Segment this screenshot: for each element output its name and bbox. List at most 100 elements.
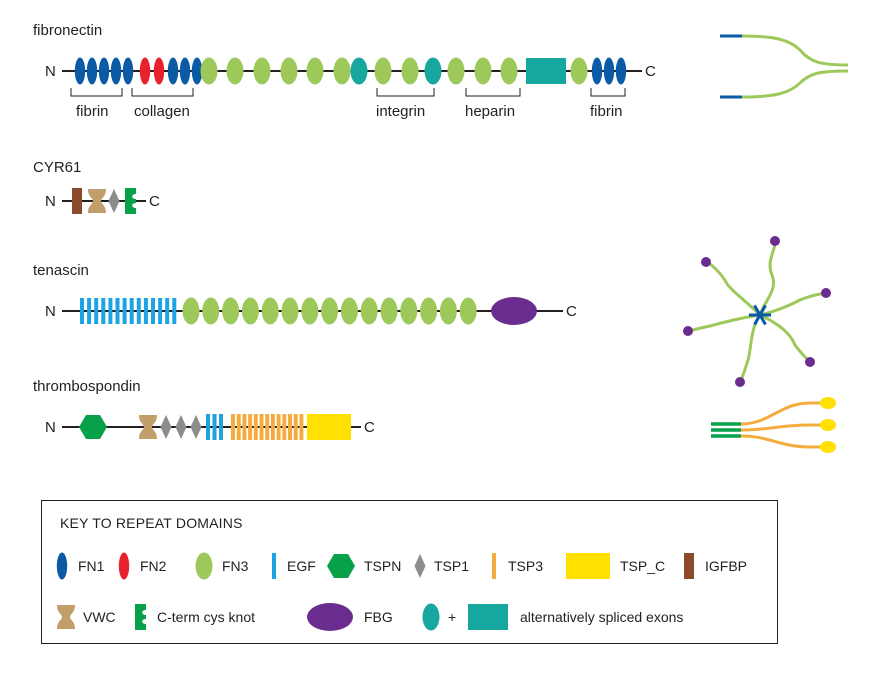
fibronectin-domain-fn1: [603, 57, 615, 85]
key-glyph-egf: [272, 553, 276, 579]
hexamer-core: [758, 314, 767, 326]
key-label-tsp3: TSP3: [508, 558, 543, 574]
domain-key: KEY TO REPEAT DOMAINS FN1 FN2 FN3 EGF TSPN TS…: [41, 500, 778, 644]
tenascin-domain-fn3: [241, 297, 259, 325]
hexamer-fbg-end: [701, 257, 711, 267]
hexamer-fbg-end: [770, 236, 780, 246]
tenascin-domain-egf: [80, 298, 84, 324]
hexamer-arm: [688, 313, 761, 333]
tenascin-domain-egf: [87, 298, 92, 324]
hexamer-arm: [758, 240, 777, 316]
tenascin-domain-fn3: [439, 297, 457, 325]
key-glyph-fn2: [118, 552, 130, 580]
key-items: FN1 FN2 FN3 EGF TSPN TSP1 TSP3 TSP_C IGFBP VWC C-t…: [56, 552, 747, 631]
hexamer-core: [753, 304, 762, 316]
tenascin-domain-fn3: [202, 297, 220, 325]
tenascin-domain-fn3: [261, 297, 279, 325]
thrombospondin-domain-tsp3: [248, 414, 253, 440]
key-label-alt: alternatively spliced exons: [520, 609, 683, 625]
key-glyph-fn3: [195, 552, 213, 580]
thrombospondin-domain-tsp3: [231, 414, 235, 440]
fibronectin-protein: fibronectin N C fibrin collagen integrin…: [33, 22, 656, 120]
key-glyph-alt-rect: [468, 604, 508, 630]
hexamer-fbg-end: [735, 377, 745, 387]
fibronectin-domain-alt-rect: [526, 58, 566, 84]
fibronectin-domain-fn3: [253, 57, 271, 85]
thrombospondin-domain-egf: [206, 414, 210, 440]
thrombospondin-trimer-illustration: [711, 397, 836, 453]
dimer-chain-1: [741, 34, 849, 67]
trimer-tsp-c-end: [820, 441, 836, 453]
key-glyph-tsp3: [492, 553, 496, 579]
thrombospondin-domain-tsp1: [190, 415, 202, 439]
key-glyph-alt-oval: [422, 603, 440, 631]
fibronectin-domain-fn2: [153, 57, 165, 85]
thrombospondin-title: thrombospondin: [33, 378, 141, 395]
key-title: KEY TO REPEAT DOMAINS: [60, 515, 243, 531]
key-label-fn3: FN3: [222, 558, 249, 574]
thrombospondin-domains: [79, 414, 351, 440]
bracket-heparin: [465, 88, 521, 97]
tenascin-c-terminus: C: [566, 303, 577, 320]
key-label-egf: EGF: [287, 558, 316, 574]
key-box: [41, 500, 778, 644]
fibronectin-domain-fn1: [98, 57, 110, 85]
thrombospondin-domain-tsp3: [236, 414, 241, 440]
tenascin-domains: [80, 297, 537, 325]
key-glyph-ctck: [135, 604, 146, 630]
tenascin-domain-egf: [101, 298, 106, 324]
tenascin-domain-fn3: [301, 297, 319, 325]
tenascin-domain-fbg: [491, 297, 537, 325]
thrombospondin-domain-vwc: [139, 415, 157, 439]
fibronectin-domain-fn1: [615, 57, 627, 85]
fibronectin-domain-fn3: [447, 57, 465, 85]
fibronectin-dimer-illustration: [720, 34, 849, 99]
cyr61-domain-igfbp: [72, 188, 82, 214]
fibronectin-domain-alt-oval: [350, 57, 368, 85]
hexamer-fbg-end: [821, 288, 831, 298]
tenascin-domain-fn3: [400, 297, 418, 325]
tenascin-n-terminus: N: [45, 303, 56, 320]
bracket-collagen: [131, 88, 194, 97]
thrombospondin-domain-tspn: [79, 415, 107, 439]
tenascin-domain-fn3: [321, 297, 339, 325]
binding-label-collagen: collagen: [134, 103, 190, 120]
tenascin-domain-egf: [165, 298, 170, 324]
hexamer-arm: [738, 314, 762, 383]
trimer-arm: [740, 434, 826, 449]
hexamer-core: [753, 314, 762, 326]
fibronectin-domain-fn3: [374, 57, 392, 85]
bracket-fibrin-2: [590, 88, 626, 97]
binding-label-heparin: heparin: [465, 103, 515, 120]
cyr61-n-terminus: N: [45, 193, 56, 210]
thrombospondin-domain-tsp-c: [307, 414, 351, 440]
fibronectin-domains: [74, 57, 627, 85]
cyr61-domains: [72, 188, 136, 214]
fibronectin-domain-fn1: [191, 57, 203, 85]
fibronectin-domain-fn1: [591, 57, 603, 85]
thrombospondin-domain-tsp3: [276, 414, 281, 440]
thrombospondin-domain-tsp3: [259, 414, 264, 440]
thrombospondin-domain-tsp1: [175, 415, 187, 439]
key-glyph-fbg: [307, 603, 353, 631]
hexamer-fbg-end: [805, 357, 815, 367]
cyr61-domain-vwc: [88, 189, 106, 213]
bracket-integrin: [376, 88, 435, 97]
fibronectin-domain-alt-oval: [424, 57, 442, 85]
fibronectin-domain-fn3: [401, 57, 419, 85]
thrombospondin-domain-tsp3: [288, 414, 292, 440]
tenascin-domain-fn3: [182, 297, 200, 325]
fibronectin-n-terminus: N: [45, 63, 56, 80]
tenascin-domain-fn3: [360, 297, 378, 325]
key-label-fbg: FBG: [364, 609, 393, 625]
key-label-ctck: C-term cys knot: [157, 609, 255, 625]
thrombospondin-n-terminus: N: [45, 419, 56, 436]
tenascin-domain-fn3: [380, 297, 398, 325]
key-label-tsp-c: TSP_C: [620, 558, 665, 574]
key-glyph-fn1: [56, 552, 68, 580]
fibronectin-domain-fn1: [179, 57, 191, 85]
thrombospondin-c-terminus: C: [364, 419, 375, 436]
cyr61-protein: CYR61 N C: [33, 159, 160, 214]
thrombospondin-domain-tsp3: [270, 414, 275, 440]
